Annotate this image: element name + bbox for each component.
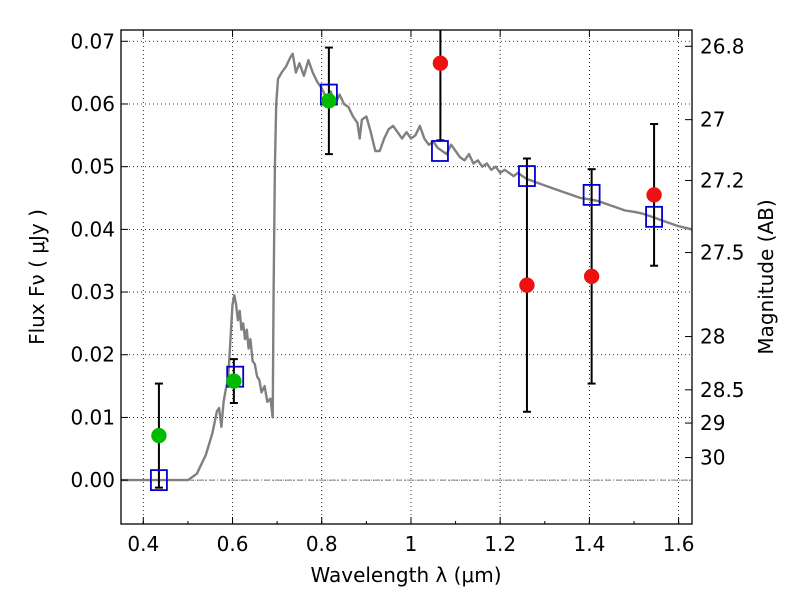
data-point-marker xyxy=(321,93,337,109)
x-tick-label: 1.6 xyxy=(663,532,695,556)
tick-labels: 0.4 0.6 0.8 1 1.2 1.4 1.6 0.00 0.01 0.02 0.03 0.04 0… xyxy=(70,29,744,556)
y-tick-label: 0.07 xyxy=(70,29,115,53)
right-tick-label: 27.5 xyxy=(700,241,745,265)
data-point-marker xyxy=(583,268,600,285)
right-tick-label: 29 xyxy=(700,411,725,435)
right-axis-label: Magnitude (AB) xyxy=(754,199,778,354)
data-point-marker xyxy=(226,373,242,389)
x-axis-label: Wavelength λ (μm) xyxy=(310,563,501,587)
right-tick-label: 27.2 xyxy=(700,168,745,192)
y-tick-label: 0.05 xyxy=(70,155,115,179)
model-spectrum xyxy=(121,52,692,482)
spectrum-line xyxy=(121,52,692,482)
y-axis-label: Flux Fν ( μJy ) xyxy=(25,209,49,345)
y-tick-label: 0.03 xyxy=(70,280,115,304)
data-point-marker xyxy=(151,427,167,444)
x-tick-label: 0.6 xyxy=(217,532,249,556)
right-tick-label: 28.5 xyxy=(700,378,745,402)
grid-lines xyxy=(121,30,692,524)
right-tick-label: 30 xyxy=(700,446,725,470)
x-tick-label: 1.2 xyxy=(484,532,516,556)
y-tick-label: 0.00 xyxy=(70,468,115,492)
y-tick-label: 0.02 xyxy=(70,343,115,367)
x-tick-label: 0.4 xyxy=(127,532,159,556)
model-square-marker xyxy=(431,140,449,162)
right-tick-label: 27 xyxy=(700,108,725,132)
model-square-marker xyxy=(582,183,601,206)
data-point-marker xyxy=(519,277,535,293)
plot-area-frame xyxy=(120,29,693,525)
model-square-marker xyxy=(150,469,168,492)
right-tick-label: 26.8 xyxy=(700,34,745,58)
data-point-marker xyxy=(646,187,662,203)
error-bars xyxy=(154,30,659,489)
right-tick-label: 28 xyxy=(700,325,725,349)
x-tick-label: 1.4 xyxy=(573,532,605,556)
y-tick-label: 0.06 xyxy=(70,92,115,116)
data-point-marker xyxy=(432,55,449,71)
model-square-marker xyxy=(518,165,536,187)
y-tick-label: 0.04 xyxy=(70,217,115,241)
x-tick-label: 0.8 xyxy=(306,532,338,556)
model-square-marker xyxy=(645,205,663,228)
x-tick-label: 1 xyxy=(405,532,418,556)
markers xyxy=(150,55,663,492)
axis-ticks xyxy=(121,30,692,524)
y-tick-label: 0.01 xyxy=(70,405,115,429)
